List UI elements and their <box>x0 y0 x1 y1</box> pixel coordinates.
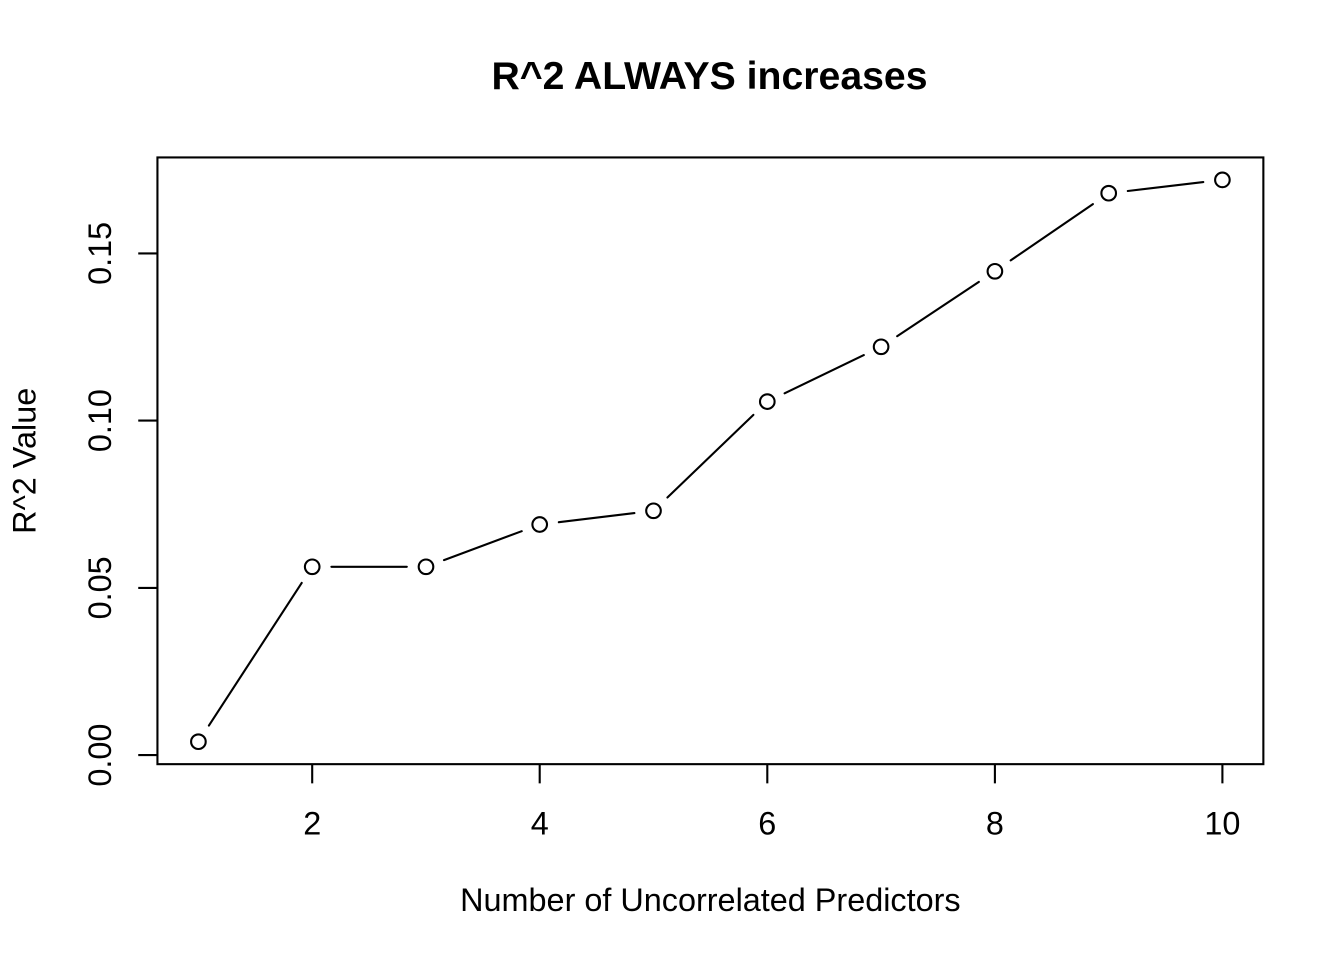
svg-text:R^2 Value: R^2 Value <box>7 388 43 534</box>
svg-text:8: 8 <box>986 805 1004 841</box>
svg-text:R^2 ALWAYS increases: R^2 ALWAYS increases <box>491 55 927 98</box>
svg-text:6: 6 <box>758 805 776 841</box>
svg-text:0.15: 0.15 <box>82 222 118 285</box>
svg-text:Number of Uncorrelated Predict: Number of Uncorrelated Predictors <box>460 882 960 918</box>
svg-text:2: 2 <box>303 805 321 841</box>
svg-text:10: 10 <box>1204 805 1240 841</box>
svg-text:0.00: 0.00 <box>82 724 118 787</box>
svg-text:4: 4 <box>531 805 549 841</box>
svg-text:0.10: 0.10 <box>82 389 118 452</box>
svg-text:0.05: 0.05 <box>82 556 118 619</box>
